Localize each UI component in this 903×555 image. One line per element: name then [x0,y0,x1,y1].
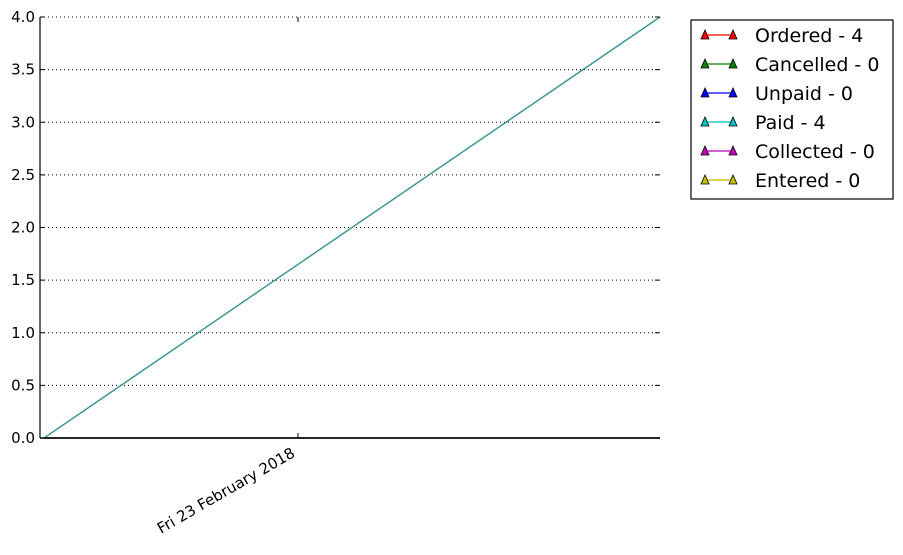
y-tick-label: 2.0 [11,219,35,237]
y-axis-ticks: 0.0 0.5 1.0 1.5 2.0 2.5 3.0 3.5 4.0 [11,8,660,447]
legend: Ordered - 4 Cancelled - 0 Unpaid - 0 Paid -… [690,19,894,200]
legend-marker [700,29,710,40]
legend-label: Ordered - 4 [755,25,863,47]
legend-marker [700,116,710,127]
legend-marker [700,145,710,156]
y-tick-label: 3.5 [11,61,35,79]
y-tick-label: 2.5 [11,166,35,184]
y-tick-label: 0.0 [11,429,35,447]
legend-label: Entered - 0 [755,170,860,192]
y-tick-label: 3.0 [11,113,35,131]
series-line-overlap [43,16,661,439]
legend-label: Cancelled - 0 [755,54,879,76]
y-tick-label: 1.5 [11,271,35,289]
y-tick-label: 4.0 [11,8,35,26]
legend-label: Unpaid - 0 [755,83,853,105]
y-tick-label: 1.0 [11,324,35,342]
legend-marker [700,87,710,98]
legend-marker [728,29,738,40]
y-tick-label: 0.5 [11,376,35,394]
legend-label: Collected - 0 [755,141,875,163]
legend-label: Paid - 4 [755,112,826,134]
legend-marker [700,58,710,69]
legend-marker [728,145,738,156]
legend-marker [700,174,710,185]
legend-marker [728,58,738,69]
x-tick-label: Fri 23 February 2018 [154,444,298,538]
legend-marker [728,87,738,98]
legend-marker [728,116,738,127]
grid [40,16,660,386]
legend-box [690,19,894,200]
x-axis-ticks: Fri 23 February 2018 [154,17,299,538]
legend-marker [728,174,738,185]
